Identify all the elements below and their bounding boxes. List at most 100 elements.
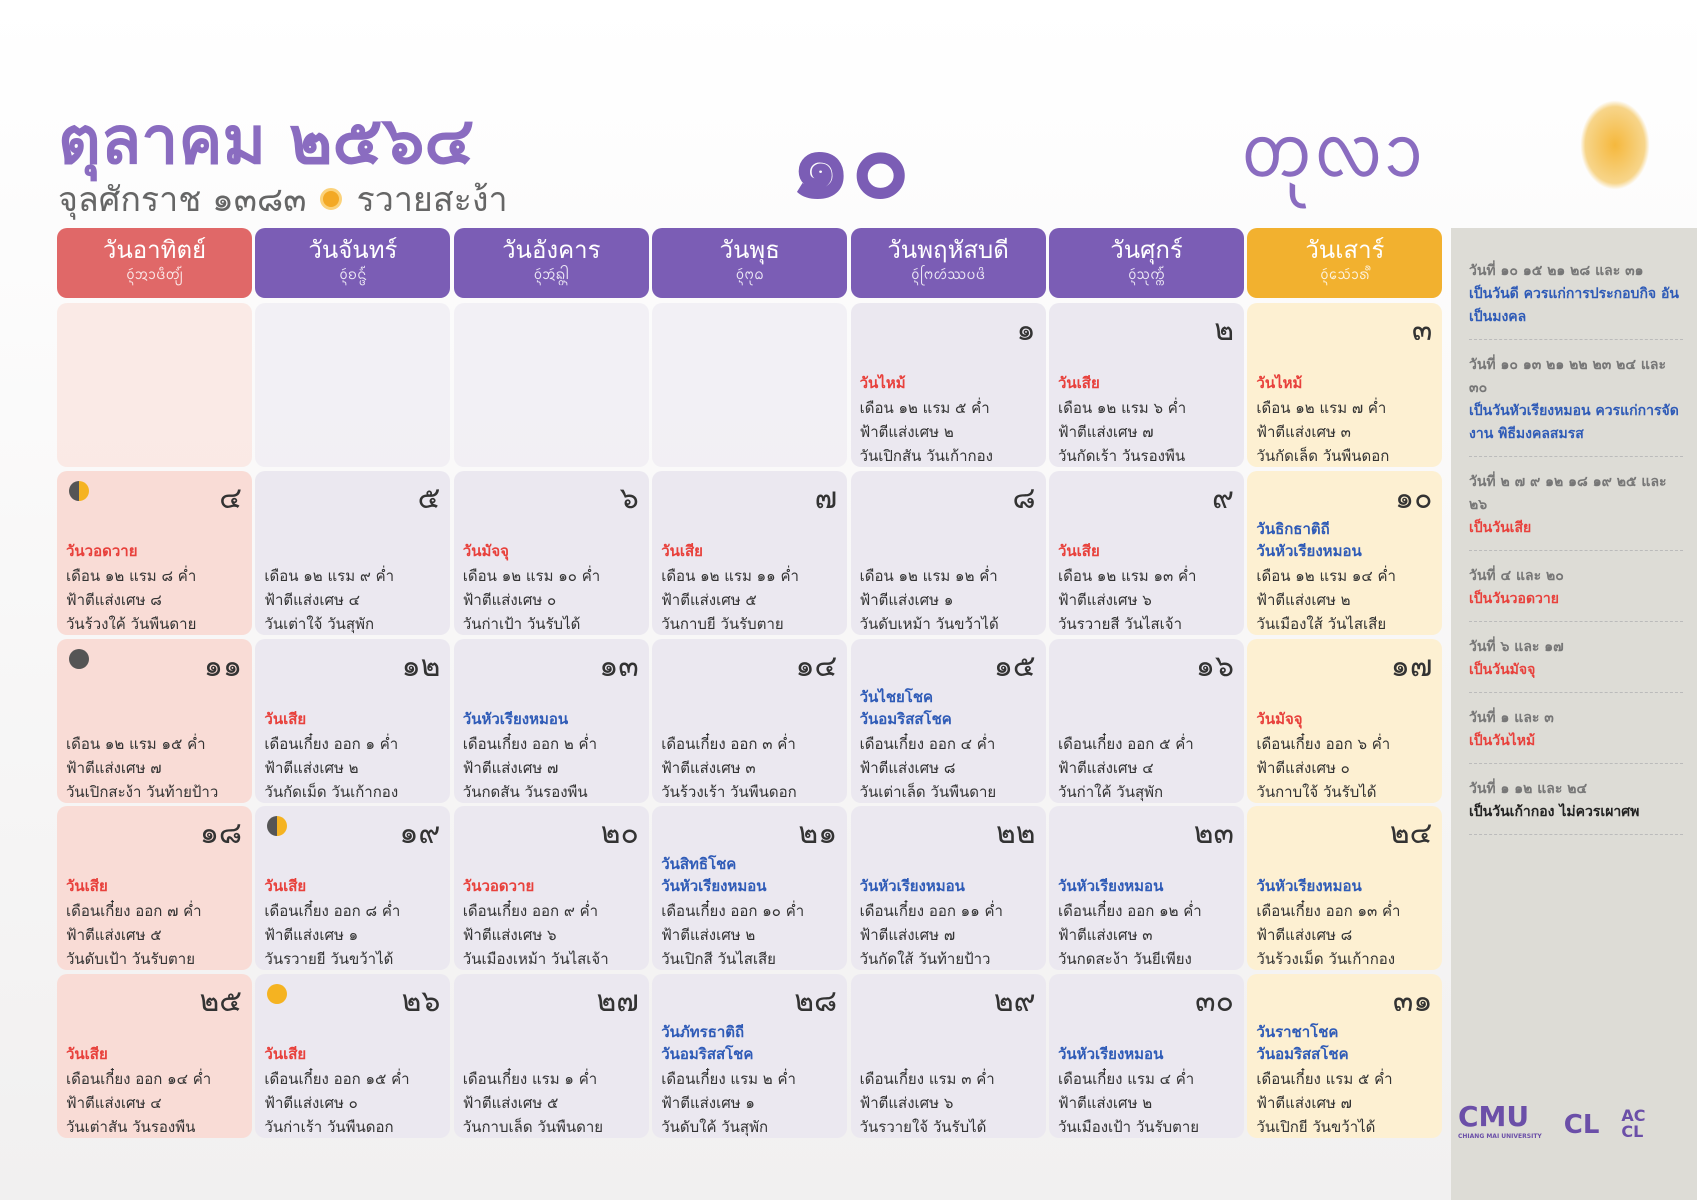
note: วันที่ ๖ และ ๑๗เป็นวันมัจจุ [1469, 630, 1683, 693]
day-number: ๒๔ [1389, 816, 1433, 852]
day-tag: วันไชยโชค [859, 687, 934, 706]
day-cell: ๒๗ เดือนเกี๋ยง แรม ๑ ค่ำ ฟ้าตีแส่งเศษ ๕วัน… [453, 974, 649, 1139]
day-number: ๒๘ [794, 984, 838, 1020]
day-info: ฟ้าตีแส่งเศษ ๗ [859, 926, 956, 945]
day-tag: วันวอดวาย [462, 877, 535, 896]
day-info: เดือนเกี๋ยง แรม ๒ ค่ำ [661, 1070, 796, 1089]
day-tag: วันหัวเรียงหมอน [1256, 541, 1362, 560]
day-info: ฟ้าตีแส่งเศษ ๘ [859, 758, 956, 777]
day-number: ๑๙ [399, 816, 441, 852]
day-tag: วันไหม้ [859, 374, 906, 392]
day-info: วันร้วงเม็ด วันเก้ากอง [1256, 950, 1396, 969]
day-tag: วันอมริสสโชค [859, 709, 952, 728]
day-number: ๕ [417, 480, 441, 516]
day-info: วันกาบใจ้ วันรับได้ [1256, 782, 1377, 801]
day-tag: วันมัจจุ [462, 541, 509, 560]
day-info: ฟ้าตีแส่งเศษ ๓ [661, 758, 756, 777]
day-tag: วันเสีย [1058, 541, 1100, 560]
weekday-header: วันศุกร์ ᩅᩢ᩠ᨶᩈᩩᨠ᩠ᨠ᩼ [1049, 228, 1244, 298]
day-cell: ๑๑เดือน ๑๒ แรม ๑๕ ค่ำฟ้าตีแส่งเศษ ๗วันเป… [57, 638, 252, 803]
day-number: ๘ [1012, 480, 1036, 516]
day-info: วันเมืองเป้า วันรับตาย [1058, 1118, 1200, 1137]
day-number: ๑๑ [203, 648, 242, 684]
day-info: ฟ้าตีแส่งเศษ ๒ [264, 758, 359, 777]
day-number: ๙ [1212, 480, 1234, 516]
day-info: ฟ้าตีแส่งเศษ ๒ [1058, 1094, 1153, 1113]
note-days: วันที่ ๒ ๗ ๙ ๑๒ ๑๘ ๑๙ ๒๕ และ ๒๖ [1469, 474, 1667, 513]
note-text: เป็นวันวอดวาย [1469, 591, 1559, 607]
day-cell: ๒๔ วันหัวเรียงหมอน เดือนเกี๋ยง ออก ๑๓ ค่ำฟ… [1247, 806, 1443, 971]
day-number: ๔ [219, 480, 242, 516]
day-info: ฟ้าตีแส่งเศษ ๐ [1256, 758, 1350, 777]
day-info: ฟ้าตีแส่งเศษ ๑ [661, 1094, 755, 1113]
day-number: ๒๖ [401, 984, 441, 1020]
day-info: ฟ้าตีแส่งเศษ ๐ [462, 590, 557, 609]
day-cell: ๓วันไหม้ เดือน ๑๒ แรม ๗ ค่ำ ฟ้าตีแส่งเศษ ๓… [1247, 303, 1443, 467]
flower-icon [320, 188, 343, 210]
month-lanna: ᨲᩩᩃᩣ [1240, 109, 1425, 193]
day-info: เดือนเกี๋ยง แรม ๕ ค่ำ [1256, 1070, 1393, 1089]
day-number: ๒๗ [596, 984, 639, 1020]
day-info: วันเต่าเล็ด วันพืนดาย [859, 782, 997, 801]
weekday-lanna: ᩅᩢ᩠ᨶᨻᩩᨵ [735, 267, 764, 283]
day-tag: วันอมริสสโชค [661, 1045, 754, 1064]
weekday-header: วันเสาร์ ᩅᩢ᩠ᨶᩈᩮᩢᩣᩁ᩺ [1247, 228, 1443, 298]
day-info: ฟ้าตีแส่งเศษ ๒ [661, 926, 756, 945]
weekday-name: วันจันทร์ [308, 236, 398, 264]
accl-logo: ACCL [1621, 1106, 1646, 1141]
day-number: ๒๓ [1193, 816, 1234, 852]
day-info: เดือน ๑๒ แรม ๑๕ ค่ำ [66, 734, 206, 753]
day-cell: ๒๕ วันเสีย เดือนเกี๋ยง ออก ๑๔ ค่ำ ฟ้าตีแส่ง… [57, 974, 252, 1139]
day-cell: ๕เดือน ๑๒ แรม ๙ ค่ำ ฟ้าตีแส่งเศษ ๔วันเต่า… [255, 470, 451, 635]
weekday-lanna: ᩅᩢ᩠ᨶᨧᨶ᩠ᨴ᩼ [339, 267, 367, 283]
day-info: ฟ้าตีแส่งเศษ ๔ [66, 1094, 162, 1113]
day-info: วันรวายใจ้ วันรับได้ [859, 1118, 987, 1137]
day-number: ๑๔ [795, 648, 838, 684]
day-number: ๗ [814, 480, 838, 516]
day-info: ฟ้าตีแส่งเศษ ๗ [66, 758, 162, 777]
day-info: เดือนเกี๋ยง ออก ๑๕ ค่ำ [264, 1070, 410, 1089]
day-info: วันเต่าสัน วันรองพืน [66, 1118, 196, 1137]
day-info: ฟ้าตีแส่งเศษ ๐ [264, 1094, 358, 1113]
day-tag: วันหัวเรียงหมอน [1058, 877, 1164, 896]
day-info: เดือนเกี๋ยง ออก ๑๔ ค่ำ [66, 1070, 212, 1089]
day-cell: ๔วันวอดวาย เดือน ๑๒ แรม ๘ ค่ำ ฟ้าตีแส่งเศษ… [57, 470, 252, 635]
moon-phase [267, 984, 288, 1005]
day-info: วันเต่าใจ้ วันสุพัก [264, 614, 375, 633]
day-number: ๒๒ [996, 816, 1036, 852]
day-info: วันเปิกสะง้า วันท้ายป้าว [66, 782, 219, 801]
day-info: เดือนเกี๋ยง ออก ๒ ค่ำ [462, 734, 597, 753]
day-cell: ๑๔ เดือนเกี๋ยง ออก ๓ ค่ำ ฟ้าตีแส่งเศษ ๓วัน… [652, 638, 848, 803]
day-info: วันกัดเล็ด วันพืนดอก [1256, 447, 1390, 465]
weekday-lanna: ᩅᩢ᩠ᨶᩈᩩᨠ᩠ᨠ᩼ [1128, 267, 1165, 283]
note-text: เป็นวันมัจจุ [1469, 662, 1536, 678]
day-info: เดือนเกี๋ยง ออก ๔ ค่ำ [859, 734, 996, 753]
day-info: วันเปิกยี วันขว้าได้ [1256, 1118, 1376, 1137]
weekday-header: วันอาทิตย์ ᩅᩢ᩠ᨶᩋᩣᨴᩥᨲ᩠ᨿ᩼ [57, 228, 252, 298]
day-info: วันกัดใส้ วันท้ายป้าว [859, 950, 991, 969]
day-tag: วันราชาโชค [1256, 1023, 1339, 1042]
day-tag: วันมัจจุ [1256, 709, 1303, 728]
day-tag: วันหัวเรียงหมอน [1256, 877, 1362, 896]
day-info: เดือน ๑๒ แรม ๙ ค่ำ [264, 566, 395, 585]
moon-phase [69, 648, 89, 669]
day-info: เดือน ๑๒ แรม ๗ ค่ำ [1256, 399, 1387, 417]
day-number: ๑๐ [1395, 480, 1433, 516]
day-info: วันดับใค้ วันสุพัก [661, 1118, 769, 1137]
day-info: ฟ้าตีแส่งเศษ ๑ [859, 590, 954, 609]
note-text: เป็นวันไหม้ [1469, 733, 1536, 749]
day-info: วันเมืองใส้ วันไสเสีย [1256, 614, 1387, 633]
day-number: ๑๘ [199, 816, 242, 852]
year-name: รวายสะง้า [356, 180, 508, 220]
weekday-name: วันเสาร์ [1305, 236, 1385, 264]
note-days: วันที่ ๖ และ ๑๗ [1469, 639, 1564, 655]
day-cell: ๑๐ วันธิกธาติถี วันหัวเรียงหมอน เดือน ๑๒ แร… [1247, 470, 1443, 635]
day-cell: ๒๒ วันหัวเรียงหมอน เดือนเกี๋ยง ออก ๑๑ ค่ำฟ… [850, 806, 1046, 971]
day-info: วันเมืองเหม้า วันไสเจ้า [462, 950, 609, 969]
day-number: ๒ [1214, 313, 1234, 348]
era: จุลศักราช ๑๓๘๓ [58, 180, 307, 220]
day-info: ฟ้าตีแส่งเศษ ๘ [1256, 926, 1353, 945]
day-cell: ๒๐ วันวอดวาย เดือนเกี๋ยง ออก ๙ ค่ำ ฟ้าตีแส่… [453, 806, 649, 971]
day-info: เดือน ๑๒ แรม ๑๒ ค่ำ [859, 566, 998, 585]
day-cell [453, 303, 649, 467]
